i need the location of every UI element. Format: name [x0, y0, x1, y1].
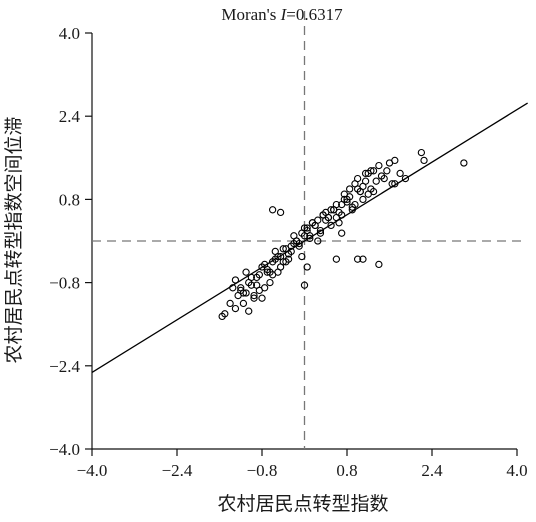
- data-point: [287, 242, 295, 250]
- data-point: [375, 161, 383, 170]
- data-point: [306, 232, 314, 240]
- x-tick-label: 2.4: [421, 461, 443, 480]
- data-point: [367, 167, 375, 175]
- data-point: [239, 299, 248, 308]
- data-point: [330, 206, 338, 214]
- data-point: [268, 206, 277, 214]
- data-point: [375, 260, 383, 269]
- data-point: [253, 281, 261, 289]
- data-point: [284, 250, 293, 258]
- y-tick-label: −2.4: [49, 357, 80, 376]
- data-point: [300, 224, 309, 232]
- data-point: [276, 208, 285, 217]
- data-point: [266, 268, 274, 276]
- data-point: [359, 195, 367, 204]
- x-tick-label: −2.4: [162, 461, 193, 480]
- data-point: [303, 224, 311, 232]
- x-tick-label: 0.8: [336, 461, 357, 480]
- x-tick-label: 4.0: [506, 461, 527, 480]
- data-point: [231, 304, 240, 313]
- data-point: [303, 263, 311, 271]
- x-tick-label: −4.0: [77, 461, 108, 480]
- chart-title: Moran's I=0.6317: [221, 5, 343, 24]
- data-point: [276, 263, 285, 271]
- data-point: [401, 174, 410, 183]
- data-point: [324, 213, 333, 222]
- data-point: [351, 200, 359, 209]
- data-point: [282, 258, 290, 266]
- data-point: [250, 291, 258, 300]
- y-tick-label: −4.0: [49, 440, 80, 459]
- data-point: [420, 156, 428, 165]
- data-point: [308, 219, 317, 227]
- data-point: [383, 167, 391, 175]
- data-point: [250, 294, 258, 302]
- data-point: [231, 276, 240, 284]
- y-axis-title: 农村居民点转型指数空间位滞: [3, 116, 25, 363]
- data-point: [327, 206, 335, 214]
- data-point: [271, 247, 279, 256]
- data-point: [353, 255, 362, 263]
- plot-area: −4.0 −2.4 −0.8 0.8 2.4 4.0 −4.0 −2.4 −0.8 0.8 2.4 4…: [49, 11, 528, 480]
- y-tick-label: 0.8: [59, 190, 80, 209]
- data-point: [221, 310, 229, 318]
- data-point: [255, 271, 263, 279]
- data-point: [239, 289, 248, 297]
- data-point: [292, 237, 301, 245]
- data-point: [266, 278, 274, 287]
- data-point: [332, 255, 341, 263]
- data-point: [391, 156, 399, 165]
- data-point: [242, 289, 250, 297]
- x-axis-title: 农村居民点转型指数: [217, 493, 388, 515]
- data-point: [359, 255, 367, 263]
- data-point: [396, 169, 404, 178]
- data-point: [316, 229, 325, 237]
- data-point: [372, 177, 380, 185]
- data-point: [261, 284, 269, 292]
- y-tick-label: −0.8: [49, 274, 80, 293]
- data-point: [377, 172, 386, 180]
- regression-line: [91, 102, 528, 373]
- y-tick-label: 2.4: [59, 107, 81, 126]
- data-point: [338, 229, 346, 237]
- y-tick-label: 4.0: [59, 24, 80, 43]
- data-point: [300, 281, 309, 289]
- data-point: [391, 180, 399, 188]
- data-point: [245, 278, 253, 287]
- data-point: [242, 268, 250, 276]
- data-point: [316, 226, 325, 235]
- data-point: [369, 167, 378, 175]
- data-point: [460, 159, 468, 167]
- data-point: [298, 252, 306, 261]
- data-point: [356, 187, 364, 196]
- data-point: [346, 193, 354, 201]
- data-point: [279, 245, 287, 253]
- data-point: [388, 180, 396, 188]
- data-point: [229, 284, 237, 292]
- data-point: [226, 299, 234, 308]
- data-point: [327, 221, 335, 230]
- data-point: [335, 219, 343, 227]
- data-point: [258, 294, 266, 302]
- data-point: [245, 307, 253, 315]
- data-point: [369, 187, 378, 196]
- data-point: [306, 234, 314, 243]
- data-point: [261, 260, 269, 269]
- data-point: [314, 237, 322, 245]
- data-point: [417, 148, 426, 157]
- data-point: [353, 174, 362, 183]
- data-point: [346, 185, 354, 193]
- x-tick-label: −0.8: [247, 461, 278, 480]
